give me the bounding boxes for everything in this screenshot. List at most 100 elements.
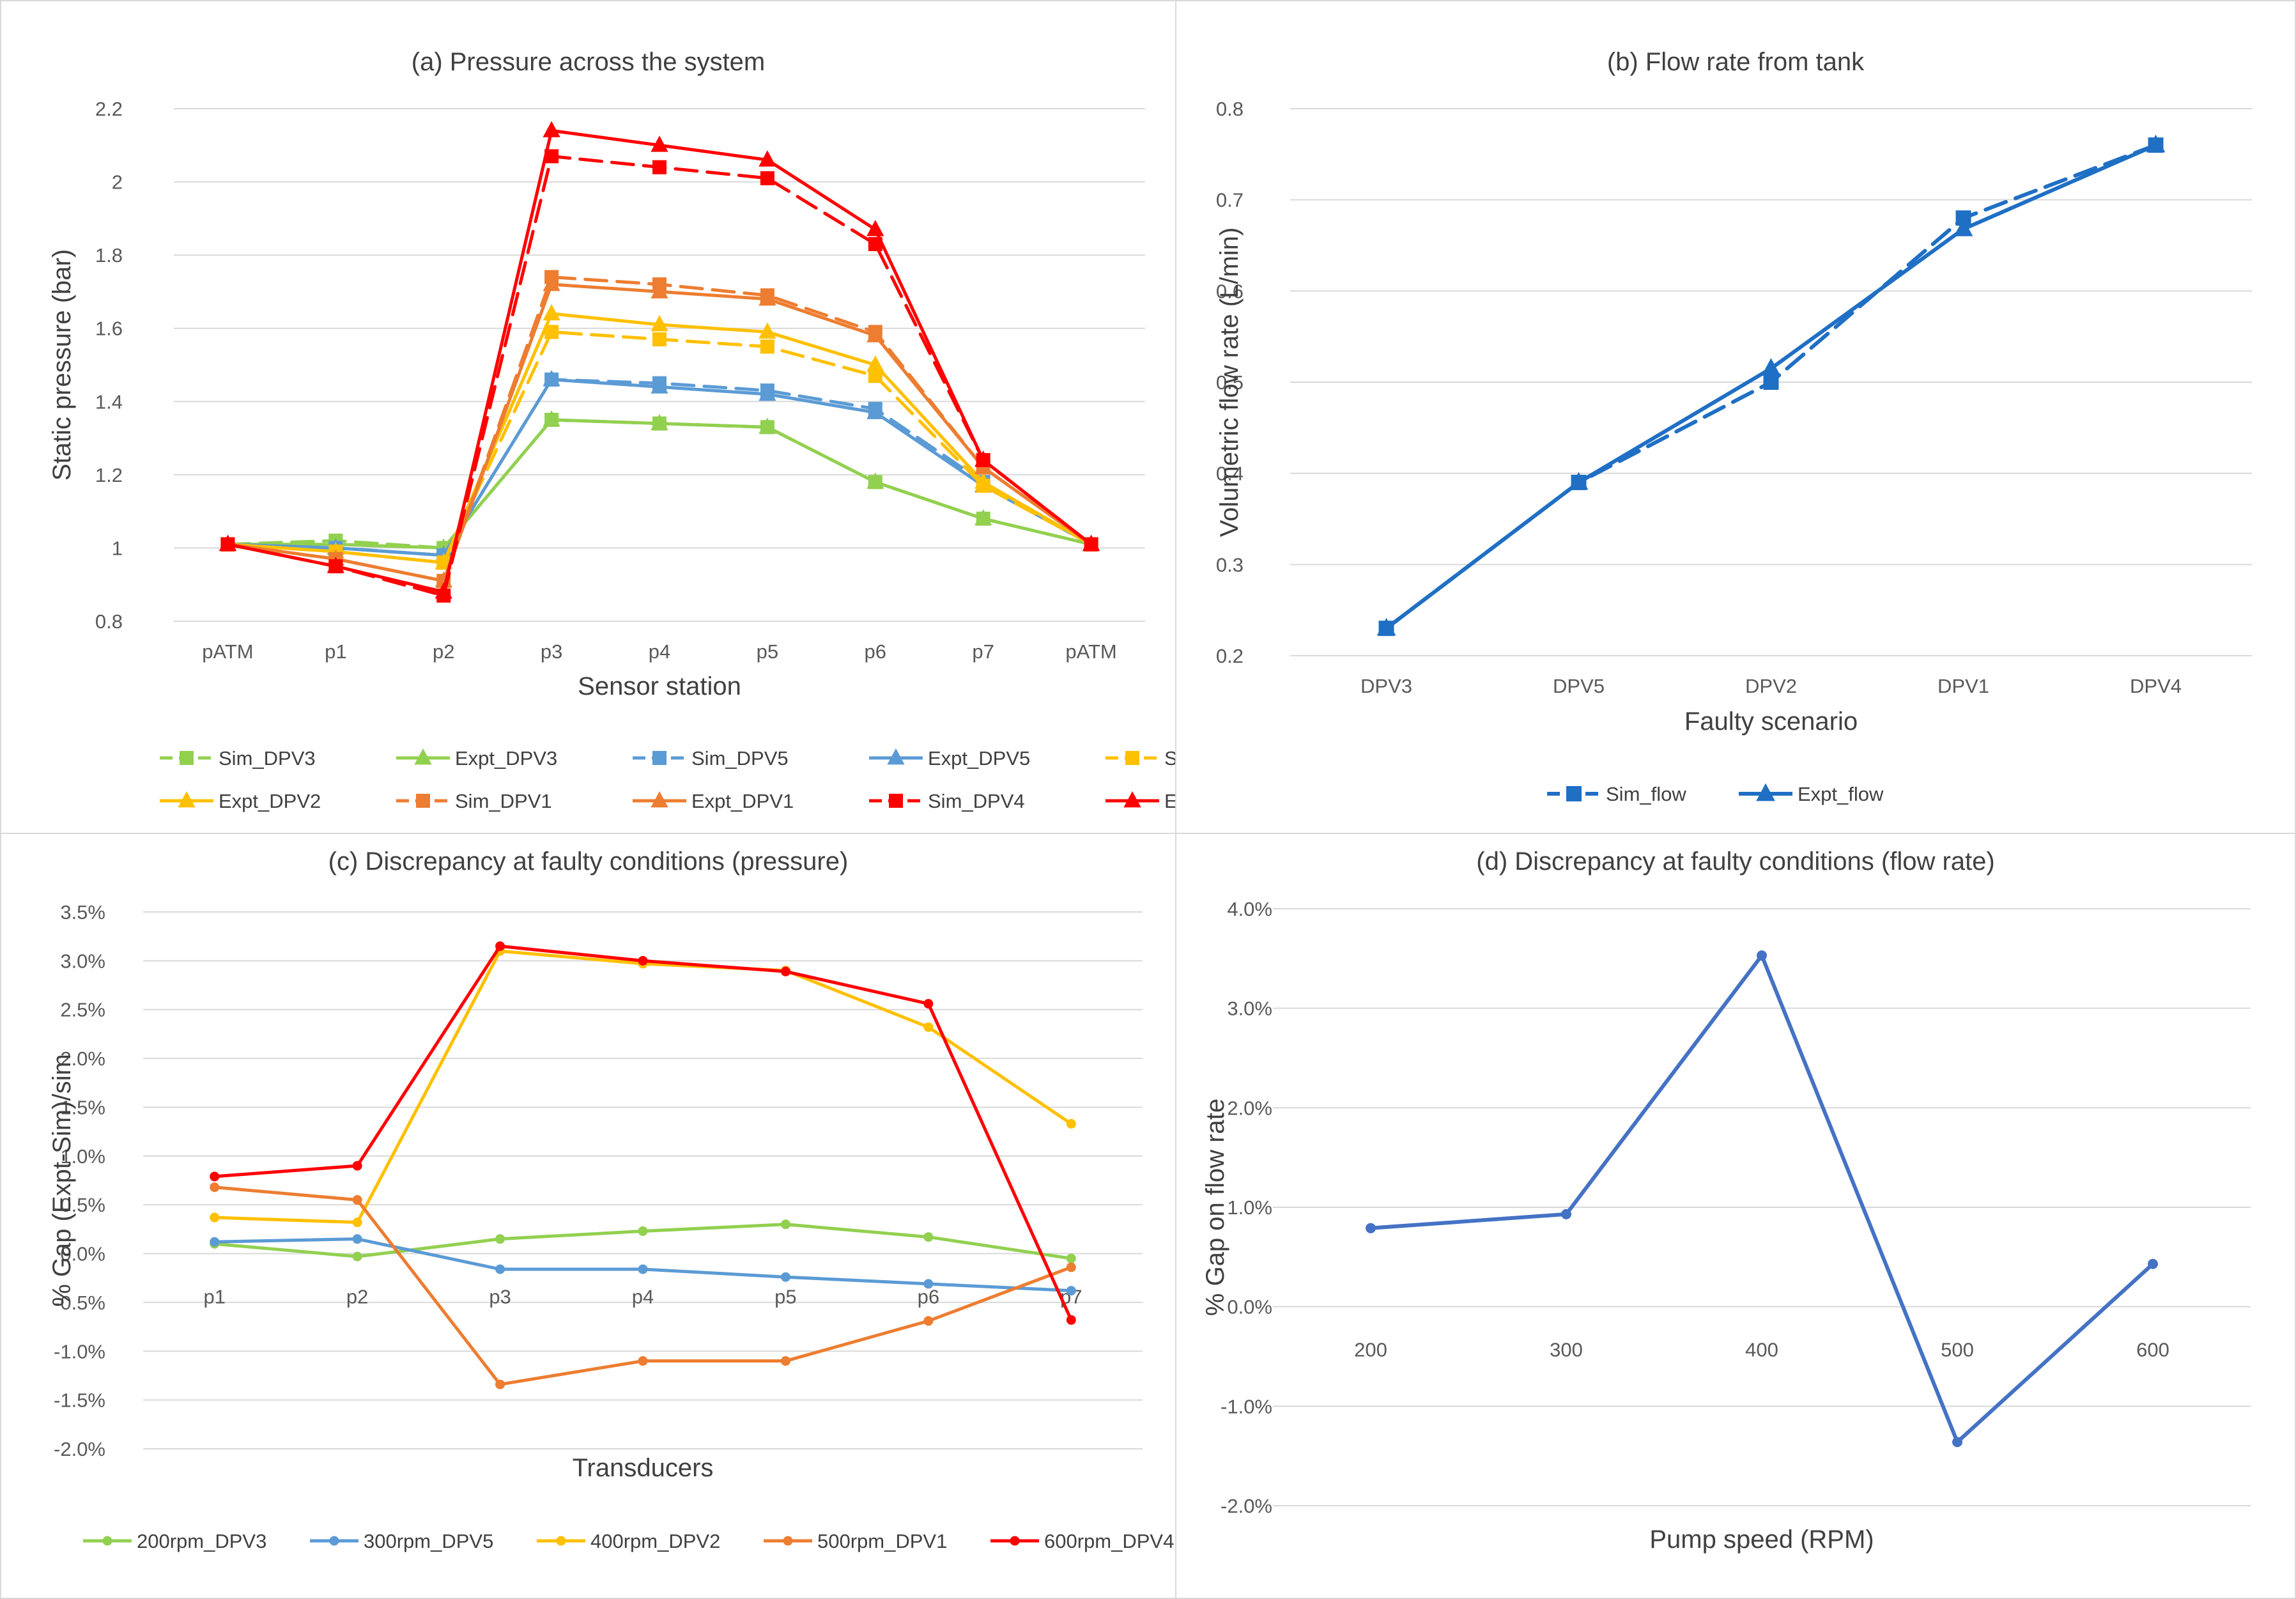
chart-c-ytick-label: 0.5% (60, 1194, 105, 1216)
chart-a-point-Sim_DPV2 (652, 332, 666, 346)
chart-c-legend-marker (556, 1536, 566, 1546)
chart-c-legend-item: 200rpm_DPV3 (83, 1530, 266, 1552)
chart-b-point-Expt_flow (1953, 218, 1973, 236)
chart-a-point-Expt_DPV5 (867, 403, 884, 419)
chart-b-legend-marker (1566, 786, 1582, 801)
chart-c-legend-marker (783, 1536, 793, 1546)
chart-b-ytick-label: 0.8 (1216, 98, 1244, 120)
chart-a-point-Expt_DPV3 (543, 410, 560, 427)
chart-d-point-gap (1366, 1223, 1376, 1233)
chart-c-point-200rpm_DPV3 (495, 1234, 505, 1244)
chart-a-point-Expt_DPV3 (651, 413, 668, 431)
chart-a-legend-item: Sim_DPV4 (869, 790, 1025, 812)
chart-a-legend-item: Sim_DPV5 (633, 747, 789, 769)
chart-c-legend-label: 600rpm_DPV4 (1044, 1530, 1174, 1552)
chart-c-point-400rpm_DPV2 (210, 1212, 220, 1223)
chart-a-legend-marker (651, 791, 668, 808)
chart-a-line-Expt_DPV4 (226, 128, 1093, 594)
chart-c-series-300rpm_DPV5 (210, 1234, 1076, 1296)
chart-a-point-Expt_DPV2 (759, 322, 776, 339)
chart-a-point-Expt_DPV3 (975, 509, 992, 525)
chart-c-point-300rpm_DPV5 (1066, 1286, 1076, 1296)
chart-a-point-Expt_DPV1 (867, 326, 884, 343)
chart-a-point-Expt_DPV1 (651, 282, 668, 298)
panel-d: (d) Discrepancy at faulty conditions (fl… (1175, 833, 2296, 1599)
chart-b-ytick-label: 0.4 (1216, 463, 1244, 485)
chart-a-xtick-label: p4 (649, 640, 670, 663)
chart-a-legend-label: Expt_DPV2 (219, 790, 321, 812)
chart-a-xtick-label: p6 (865, 640, 886, 663)
chart-b-xtick-label: DPV5 (1553, 675, 1605, 697)
chart-b-point-Sim_flow (1763, 375, 1779, 390)
chart-a-point-Expt_DPV4 (867, 220, 884, 236)
chart-c-xlabel: Transducers (573, 1454, 714, 1482)
chart-a-legend-marker (1125, 751, 1139, 765)
chart-c-ytick-label: 3.0% (60, 950, 105, 972)
chart-a-xtick-label: pATM (202, 640, 253, 663)
chart-a-series-Expt_DPV4 (219, 121, 1100, 599)
chart-c-legend-label: 500rpm_DPV1 (817, 1530, 947, 1552)
chart-c-point-600rpm_DPV4 (352, 1161, 362, 1171)
chart-a-ytick-label: 2 (112, 171, 123, 194)
chart-a-legend-label: Expt_DPV3 (455, 747, 557, 769)
chart-a-xtick-label: p3 (541, 640, 562, 663)
chart-c-point-600rpm_DPV4 (210, 1171, 220, 1182)
chart-a-point-Expt_DPV2 (867, 355, 884, 372)
chart-d-ylabel: % Gap on flow rate (1201, 1099, 1229, 1316)
chart-a-point-Expt_DPV1 (543, 274, 560, 291)
chart-c-point-600rpm_DPV4 (923, 999, 934, 1009)
chart-c-point-600rpm_DPV4 (495, 941, 505, 951)
chart-a-legend-label: Expt_DPV5 (928, 747, 1030, 769)
chart-c-series-400rpm_DPV2 (210, 946, 1076, 1228)
chart-a-point-Expt_DPV4 (1082, 534, 1100, 552)
chart-a-point-Expt_DPV4 (219, 534, 237, 552)
chart-a-point-Sim_DPV4 (652, 160, 666, 174)
chart-b-ytick-label: 0.7 (1216, 189, 1244, 212)
chart-d-flow-discrepancy: (d) Discrepancy at faulty conditions (fl… (1201, 847, 2251, 1554)
chart-a-series-Sim_DPV4 (220, 149, 1098, 603)
chart-b-point-Expt_flow (2146, 134, 2166, 153)
chart-c-point-400rpm_DPV2 (352, 1217, 362, 1228)
chart-a-point-Expt_DPV2 (543, 304, 560, 321)
chart-a-ytick-label: 1.4 (95, 390, 123, 413)
chart-b-flow-rate: (b) Flow rate from tank 0.2 0.3 0.4 0.5 0.6 0.… (1215, 48, 2252, 805)
chart-c-point-500rpm_DPV1 (780, 1356, 790, 1366)
chart-a-title: (a) Pressure across the system (412, 48, 766, 76)
chart-a-xtick-label: p2 (433, 640, 454, 663)
chart-d-ytick-label: -2.0% (1221, 1495, 1272, 1517)
chart-b-ylabel: Volumetric flow rate (L/min) (1215, 228, 1244, 537)
chart-d-point-gap (2148, 1258, 2158, 1269)
chart-a-point-Sim_DPV2 (760, 339, 774, 354)
chart-c-point-300rpm_DPV5 (780, 1272, 790, 1282)
chart-d-ytick-label: 4.0% (1227, 898, 1272, 920)
chart-d-point-gap (1757, 950, 1767, 961)
chart-a-line-Sim_DPV4 (226, 154, 1093, 598)
chart-c-legend-label: 300rpm_DPV5 (364, 1530, 493, 1552)
chart-c-ytick-label: 3.5% (60, 901, 105, 923)
chart-c-point-600rpm_DPV4 (780, 966, 790, 977)
chart-a-point-Sim_DPV2 (868, 369, 882, 383)
chart-b-ytick-label: 0.3 (1216, 553, 1244, 576)
chart-a-ytick-label: 0.8 (95, 610, 123, 633)
chart-c-ytick-label: 1.5% (60, 1096, 105, 1118)
chart-a-xtick-label: p7 (972, 640, 994, 663)
chart-c-legend-marker (1010, 1536, 1020, 1546)
chart-a-xlabel: Sensor station (578, 672, 741, 700)
chart-a-xtick-label: pATM (1065, 640, 1116, 663)
chart-c-legend-item: 400rpm_DPV2 (537, 1530, 720, 1552)
chart-a-legend-item: Expt_DPV1 (633, 790, 794, 812)
chart-c-line-400rpm_DPV2 (213, 949, 1073, 1224)
chart-a-point-Sim_DPV4 (544, 149, 559, 164)
chart-a-legend-label: Sim_DPV1 (455, 790, 552, 812)
chart-a-point-Expt_DPV5 (759, 384, 776, 401)
chart-b-xlabel: Faulty scenario (1684, 707, 1858, 736)
chart-b-ytick-label: 0.2 (1216, 645, 1244, 667)
chart-c-point-600rpm_DPV4 (638, 955, 648, 966)
chart-a-ytick-label: 1.2 (95, 464, 123, 486)
chart-c-ylabel: % Gap (Expt-Sim)/sim (48, 1054, 76, 1307)
chart-c-series-500rpm_DPV1 (210, 1182, 1076, 1389)
chart-a-legend-marker (180, 751, 194, 765)
chart-a-point-Expt_DPV4 (543, 121, 560, 137)
chart-c-xtick-label: p5 (774, 1286, 796, 1308)
chart-a-point-Expt_DPV4 (975, 450, 992, 467)
